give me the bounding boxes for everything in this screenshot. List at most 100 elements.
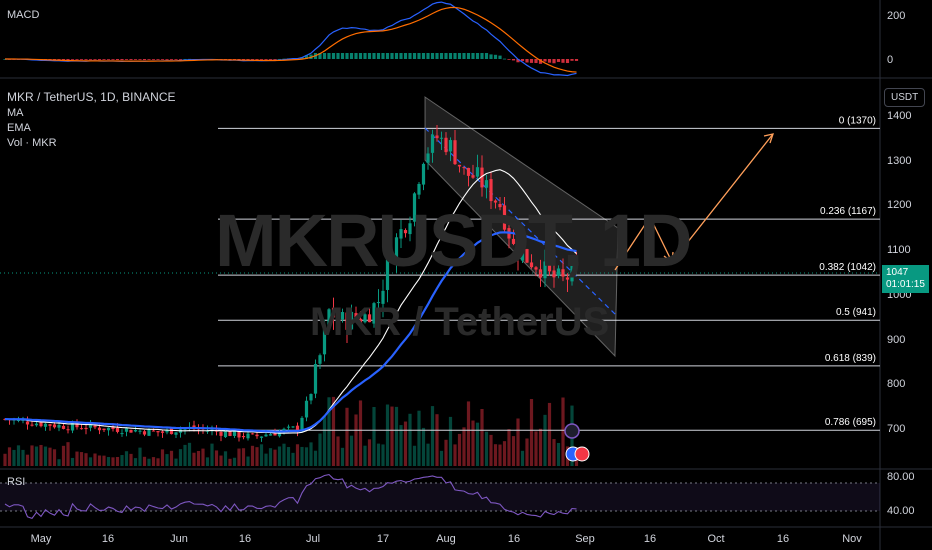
macd-histogram-bar: [336, 53, 340, 59]
volume-bar: [444, 439, 448, 466]
volume-bar: [372, 407, 376, 466]
volume-bar: [3, 453, 7, 466]
volume-bar: [120, 455, 124, 466]
macd-histogram-bar: [264, 59, 268, 60]
candle-body: [435, 135, 439, 139]
candle-body: [444, 137, 448, 153]
macd-tick-label: 200: [887, 10, 905, 22]
macd-signal-line: [4, 6, 577, 73]
volume-bar: [457, 433, 462, 466]
volume-bar: [349, 435, 354, 466]
descending-channel: [424, 96, 619, 358]
candle-body: [489, 179, 493, 202]
macd-histogram-bar: [412, 53, 417, 59]
macd-histogram-bar: [394, 53, 399, 59]
macd-histogram-bar: [403, 53, 408, 59]
candle-body: [124, 428, 129, 432]
candle-body: [403, 230, 408, 234]
volume-bar: [408, 413, 412, 466]
macd-histogram-bar: [358, 53, 363, 59]
volume-bar: [525, 438, 529, 466]
candle-body: [286, 426, 291, 428]
candle-body: [165, 429, 169, 433]
candle-body: [475, 167, 480, 177]
volume-bar: [309, 442, 313, 466]
candle-body: [439, 137, 444, 139]
volume-bar: [79, 452, 84, 466]
macd-histogram-bar: [52, 59, 57, 60]
volume-bar: [34, 446, 39, 466]
volume-bar: [439, 450, 444, 466]
volume-indicator-label[interactable]: Vol · MKR: [7, 137, 57, 149]
candle-body: [282, 428, 286, 432]
symbol-watermark: MKRUSDT, 1D: [215, 199, 692, 282]
candle-body: [471, 175, 475, 178]
ma-indicator-label[interactable]: MA: [7, 107, 24, 119]
volume-bar: [174, 458, 178, 466]
macd-histogram-bar: [507, 59, 511, 60]
candle-body: [300, 417, 304, 432]
macd-histogram-bar: [183, 58, 187, 60]
rsi-line: [4, 473, 577, 519]
volume-bar: [165, 454, 169, 466]
macd-histogram-bar: [408, 53, 412, 59]
volume-bar: [390, 406, 394, 466]
candle-body: [88, 424, 93, 428]
candle-body: [381, 290, 385, 304]
candle-body: [390, 259, 394, 261]
volume-bar: [511, 436, 516, 466]
time-tick-label: 16: [508, 533, 520, 545]
candle-body: [376, 302, 381, 304]
macd-histogram-bar: [331, 53, 336, 59]
volume-bar: [340, 447, 345, 466]
projection-path: [614, 133, 774, 271]
volume-bar: [538, 428, 543, 466]
candle-body: [250, 433, 255, 435]
volume-bar: [147, 458, 151, 466]
macd-histogram-bar: [372, 53, 376, 59]
macd-histogram-bar: [70, 59, 75, 60]
macd-histogram-bar: [475, 53, 480, 59]
macd-histogram-bar: [57, 59, 61, 60]
macd-histogram-bar: [556, 59, 561, 62]
fib-level-label: 0 (1370): [839, 115, 876, 126]
macd-histogram-bar: [84, 59, 88, 60]
volume-bar: [25, 454, 30, 466]
macd-histogram-bar: [565, 59, 570, 64]
volume-bar: [214, 450, 219, 466]
volume-bar: [313, 450, 318, 466]
volume-bar: [124, 451, 129, 466]
event-marker-icon: [564, 423, 580, 439]
macd-line: [4, 1, 577, 77]
candle-body: [358, 318, 363, 323]
volume-bar: [273, 449, 277, 466]
macd-histogram-bar: [97, 59, 102, 60]
volume-bar: [480, 409, 484, 466]
macd-histogram-bar: [390, 53, 394, 59]
volume-bar: [327, 397, 331, 466]
candle-body: [466, 167, 471, 176]
candle-body: [345, 312, 349, 330]
volume-bar: [354, 414, 358, 466]
volume-bar: [286, 447, 291, 466]
ema-indicator-label[interactable]: EMA: [7, 122, 31, 134]
volume-bar: [12, 449, 16, 466]
candle-body: [502, 205, 507, 230]
volume-bar: [484, 431, 489, 466]
volume-bar: [430, 406, 435, 466]
candle-body: [156, 431, 160, 433]
fib-level-label: 0.382 (1042): [819, 262, 876, 273]
volume-bar: [358, 400, 363, 466]
volume-bar: [178, 449, 183, 466]
candle-body: [106, 427, 111, 431]
macd-histogram-bar: [268, 59, 273, 60]
currency-button[interactable]: USDT: [884, 88, 926, 107]
candle-body: [259, 436, 264, 438]
macd-histogram-bar: [79, 59, 84, 60]
volume-bar: [52, 449, 57, 466]
volume-bar: [102, 455, 106, 466]
last-price: 1047: [886, 267, 909, 278]
candle-body: [93, 425, 97, 428]
volume-bar: [151, 457, 156, 466]
